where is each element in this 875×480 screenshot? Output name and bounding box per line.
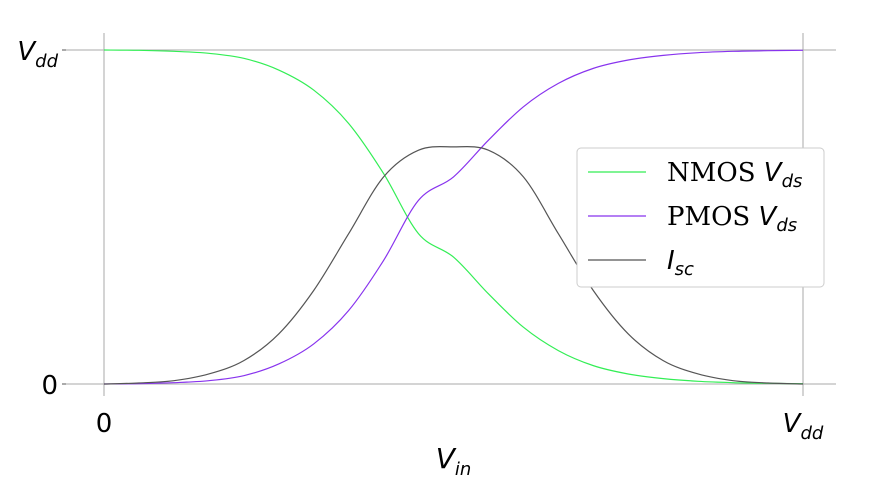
legend: NMOS Vds PMOS Vds Isc: [576, 147, 825, 288]
series-line-1: [103, 49, 804, 385]
x-tick-label-0: 0: [96, 409, 113, 439]
x-axis-label: Vin: [436, 442, 472, 480]
y-tick-label-1: Vdd: [17, 37, 58, 72]
legend-label-1: PMOS Vds: [667, 202, 797, 236]
legend-box: [576, 147, 825, 288]
x-tick-label-1: Vdd: [783, 409, 824, 444]
axis-labels: Vin: [436, 442, 472, 480]
legend-label-0: NMOS Vds: [667, 158, 802, 192]
legend-label-2: Isc: [667, 246, 694, 280]
gridlines: [64, 33, 836, 396]
series-line-0: [103, 49, 804, 385]
y-tick-label-0: 0: [41, 371, 58, 401]
tick-labels: 0 Vdd 0 Vdd: [17, 37, 824, 444]
series-line-2: [103, 145, 804, 385]
series-lines: [103, 49, 804, 385]
